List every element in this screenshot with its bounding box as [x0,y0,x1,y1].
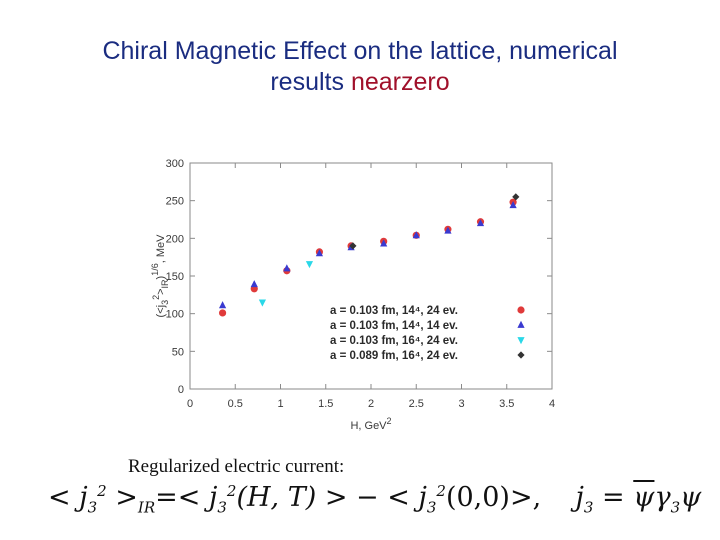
legend-label: a = 0.089 fm, 16⁴, 24 ev. [330,350,458,362]
data-point-series-2 [283,264,291,272]
title-line-2-prefix: results [270,68,351,96]
formula-ir: IR [137,498,156,517]
data-point-series-4 [349,242,357,250]
formula-eq-lt: =< [155,482,201,513]
data-point-series-1 [218,309,227,317]
x-tick-label: 1.5 [318,398,333,410]
x-tick-label: 2.5 [409,398,424,410]
formula-sub4: 3 [583,498,594,517]
y-ticks: 0 50 100 150 200 250 300 [166,158,552,396]
data-point-series-2 [315,249,324,257]
formula-j2: j [208,482,218,513]
formula-gamma: γ [654,482,671,513]
scatter-chart: 0 50 100 150 200 250 300 0 0.5 1 1.5 2 2.5 3 3.5 4 H, … [150,158,555,432]
y-tick-label: 150 [166,271,184,283]
x-ticks: 0 0.5 1 1.5 2 2.5 3 3.5 4 [187,163,555,410]
x-tick-label: 2 [368,398,374,410]
formula-args1: (H, T) [236,482,317,513]
y-tick-label: 300 [166,158,184,170]
x-axis-label: H, GeV2 [350,416,391,432]
formula-j3: j [418,482,427,513]
x-tick-label: 4 [549,398,555,410]
slide-title: Chiral Magnetic Effect on the lattice, n… [0,36,720,98]
legend-marker [517,337,525,345]
formula-sup2: 2 [226,482,237,500]
formula-sup3: 2 [436,482,446,500]
y-tick-label: 200 [166,233,184,245]
formula-sub5: 3 [670,498,681,517]
data-point-series-3 [258,299,266,307]
formula-args2: (0,0) [445,482,510,513]
legend-label: a = 0.103 fm, 16⁴, 24 ev. [330,335,458,347]
data-points [218,193,520,317]
y-axis-label: (<j32>IR)1/6, MeV [150,234,170,318]
legend-label: a = 0.103 fm, 14⁴, 24 ev. [330,305,458,317]
x-tick-label: 0.5 [228,398,243,410]
y-tick-label: 250 [166,196,184,208]
data-point-series-2 [380,239,388,247]
formula-gt: > [115,482,138,513]
legend-marker [517,320,525,328]
x-tick-label: 3.5 [499,398,514,410]
data-point-series-4 [512,193,520,201]
formula-j4: j [575,482,584,513]
legend: a = 0.103 fm, 14⁴, 24 ev. a = 0.103 fm, 1… [330,305,525,362]
legend-marker [517,306,525,314]
data-point-series-2 [218,301,227,309]
x-tick-label: 3 [458,398,464,410]
formula-sub2: 3 [217,498,227,517]
y-tick-label: 0 [178,384,184,396]
formula-psi: ψ [680,482,702,513]
legend-marker [517,351,525,359]
legend-label: a = 0.103 fm, 14⁴, 14 ev. [330,320,458,332]
data-point-series-3 [305,261,314,269]
caption: Regularized electric current: [128,456,345,477]
formula-j: j [79,482,88,513]
data-point-series-2 [412,231,420,239]
x-tick-label: 0 [187,398,193,410]
formula-eq: = [602,482,625,513]
formula-sub: 3 [87,498,98,517]
title-accent-word: nearzero [350,68,450,96]
title-line-2: results nearzero [0,67,720,98]
y-tick-label: 50 [172,346,184,358]
data-point-series-2 [444,226,452,234]
formula-psi-bar: ψ [633,482,655,513]
formula: < j32 >IR=< j32(H, T) > − < j32(0,0)>, j… [48,482,708,516]
data-point-series-2 [509,200,517,209]
data-point-series-2 [250,280,258,288]
x-tick-label: 1 [277,398,283,410]
formula-sup: 2 [97,482,107,500]
formula-lt: < [48,482,71,513]
formula-sub3: 3 [426,498,437,517]
title-line-1: Chiral Magnetic Effect on the lattice, n… [102,37,618,65]
formula-gt-comma: >, [509,482,542,513]
formula-minus: > − < [324,482,410,513]
y-tick-label: 100 [166,309,184,321]
data-point-series-2 [476,219,485,227]
